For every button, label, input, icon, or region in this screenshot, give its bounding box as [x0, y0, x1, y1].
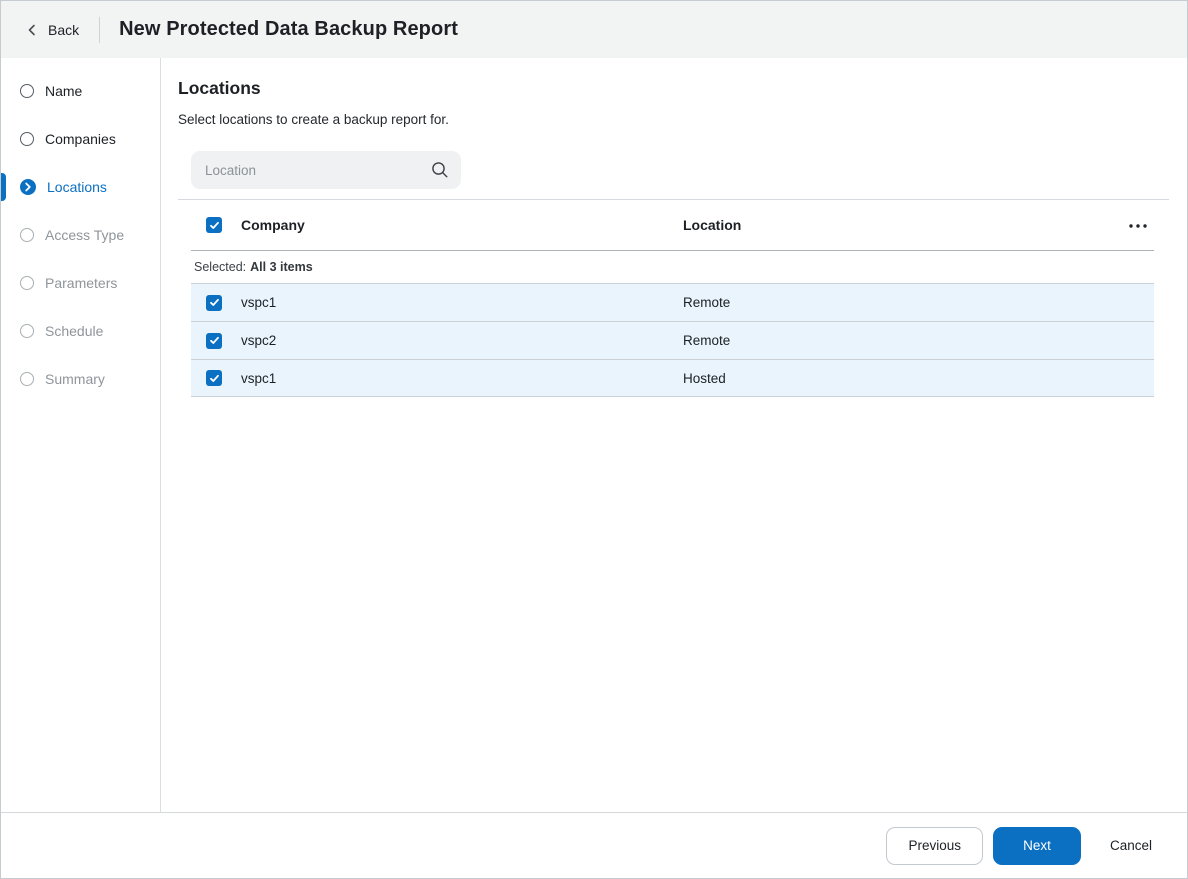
- step-label: Companies: [45, 131, 116, 147]
- step-status-icon: [20, 84, 34, 98]
- row-company: vspc1: [241, 295, 277, 310]
- row-checkbox[interactable]: [206, 294, 222, 311]
- page-title: New Protected Data Backup Report: [119, 18, 458, 40]
- step-label: Schedule: [45, 323, 104, 339]
- location-search: [191, 151, 461, 189]
- search-input[interactable]: [191, 151, 461, 189]
- ellipsis-icon: [1128, 216, 1148, 234]
- step-status-icon: [20, 324, 34, 338]
- step-description: Select locations to create a backup repo…: [178, 112, 449, 127]
- selection-summary-value: All 3 items: [250, 260, 313, 274]
- back-button[interactable]: Back: [25, 22, 79, 38]
- row-location: Hosted: [683, 370, 726, 386]
- back-button-label: Back: [48, 21, 80, 38]
- step-status-icon: [20, 179, 36, 195]
- cancel-button[interactable]: Cancel: [1109, 838, 1152, 853]
- sidebar-item-schedule[interactable]: Schedule: [1, 307, 160, 355]
- sidebar-item-companies[interactable]: Companies: [1, 115, 160, 163]
- locations-table: Company Location Selected:: [191, 200, 1154, 397]
- table-rows: vspc1 Remote vspc2 Remote vspc1 Hosted: [191, 283, 1154, 397]
- step-status-icon: [20, 276, 34, 290]
- column-header-location[interactable]: Location: [683, 217, 742, 233]
- selection-summary-prefix: Selected:: [194, 260, 247, 274]
- row-checkbox[interactable]: [206, 332, 222, 349]
- step-label: Locations: [47, 179, 107, 195]
- table-header-row: Company Location: [191, 200, 1154, 251]
- select-all-checkbox[interactable]: [206, 217, 222, 233]
- header-divider: [99, 16, 101, 43]
- step-heading: Locations: [178, 78, 261, 98]
- step-status-icon: [20, 372, 34, 386]
- column-settings-button[interactable]: [1128, 216, 1154, 234]
- step-label: Summary: [45, 371, 105, 387]
- main-panel: Locations Select locations to create a b…: [161, 58, 1187, 812]
- row-location: Remote: [683, 333, 731, 348]
- next-button[interactable]: Next: [992, 826, 1081, 865]
- row-checkbox[interactable]: [206, 370, 222, 386]
- row-company: vspc2: [241, 333, 277, 348]
- table-row[interactable]: vspc1 Remote: [191, 283, 1154, 321]
- chevron-left-icon: [25, 23, 39, 37]
- column-header-company[interactable]: Company: [241, 217, 305, 233]
- sidebar-item-locations[interactable]: Locations: [1, 163, 160, 211]
- table-row[interactable]: vspc2 Remote: [191, 321, 1154, 359]
- step-label: Name: [45, 83, 83, 99]
- wizard-footer: Previous Next Cancel: [1, 812, 1187, 878]
- row-company: vspc1: [241, 370, 277, 386]
- sidebar-item-name[interactable]: Name: [1, 67, 160, 115]
- table-row[interactable]: vspc1 Hosted: [191, 359, 1154, 397]
- wizard-steps: Name Companies Locations Access Type Par…: [1, 58, 161, 812]
- row-location: Remote: [683, 295, 731, 310]
- content-divider: [178, 199, 1169, 200]
- previous-button[interactable]: Previous: [886, 826, 983, 865]
- step-status-icon: [20, 228, 34, 242]
- sidebar-item-summary[interactable]: Summary: [1, 355, 160, 403]
- step-label: Access Type: [45, 227, 125, 243]
- step-status-icon: [20, 132, 34, 146]
- sidebar-item-parameters[interactable]: Parameters: [1, 259, 160, 307]
- wizard-header: Back New Protected Data Backup Report: [1, 1, 1187, 58]
- selection-summary: Selected: All 3 items: [191, 251, 1154, 283]
- sidebar-item-access-type[interactable]: Access Type: [1, 211, 160, 259]
- step-label: Parameters: [45, 275, 118, 291]
